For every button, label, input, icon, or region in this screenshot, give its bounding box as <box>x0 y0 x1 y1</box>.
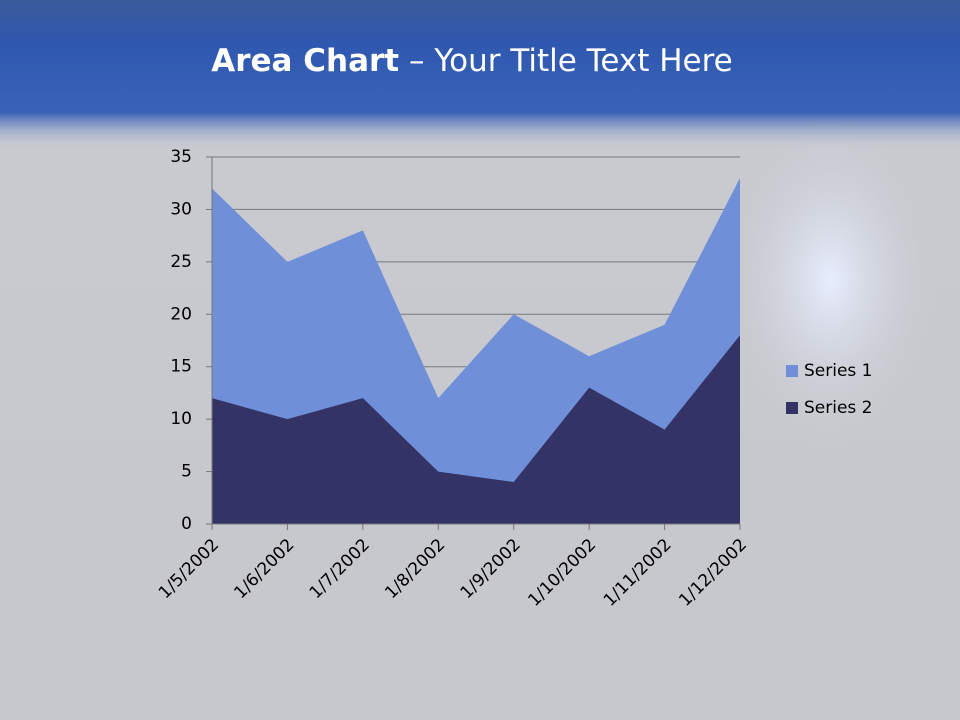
legend-label: Series 1 <box>804 361 873 381</box>
y-tick-label: 0 <box>181 514 192 534</box>
legend-swatch <box>786 365 798 377</box>
y-tick-label: 35 <box>170 147 192 167</box>
slide-title: Area Chart – Your Title Text Here <box>211 43 732 79</box>
y-tick-label: 15 <box>170 357 192 377</box>
header-band <box>0 0 960 150</box>
y-tick-label: 5 <box>181 462 192 482</box>
y-tick-label: 10 <box>170 409 192 429</box>
legend-swatch <box>786 402 798 414</box>
legend-label: Series 2 <box>804 398 873 418</box>
glow <box>720 110 940 450</box>
area <box>212 335 740 524</box>
y-tick-label: 30 <box>170 199 192 219</box>
title-rest: – Your Title Text Here <box>409 43 733 79</box>
y-tick-label: 20 <box>170 304 192 324</box>
y-tick-label: 25 <box>170 252 192 272</box>
title-bold: Area Chart <box>211 43 399 79</box>
